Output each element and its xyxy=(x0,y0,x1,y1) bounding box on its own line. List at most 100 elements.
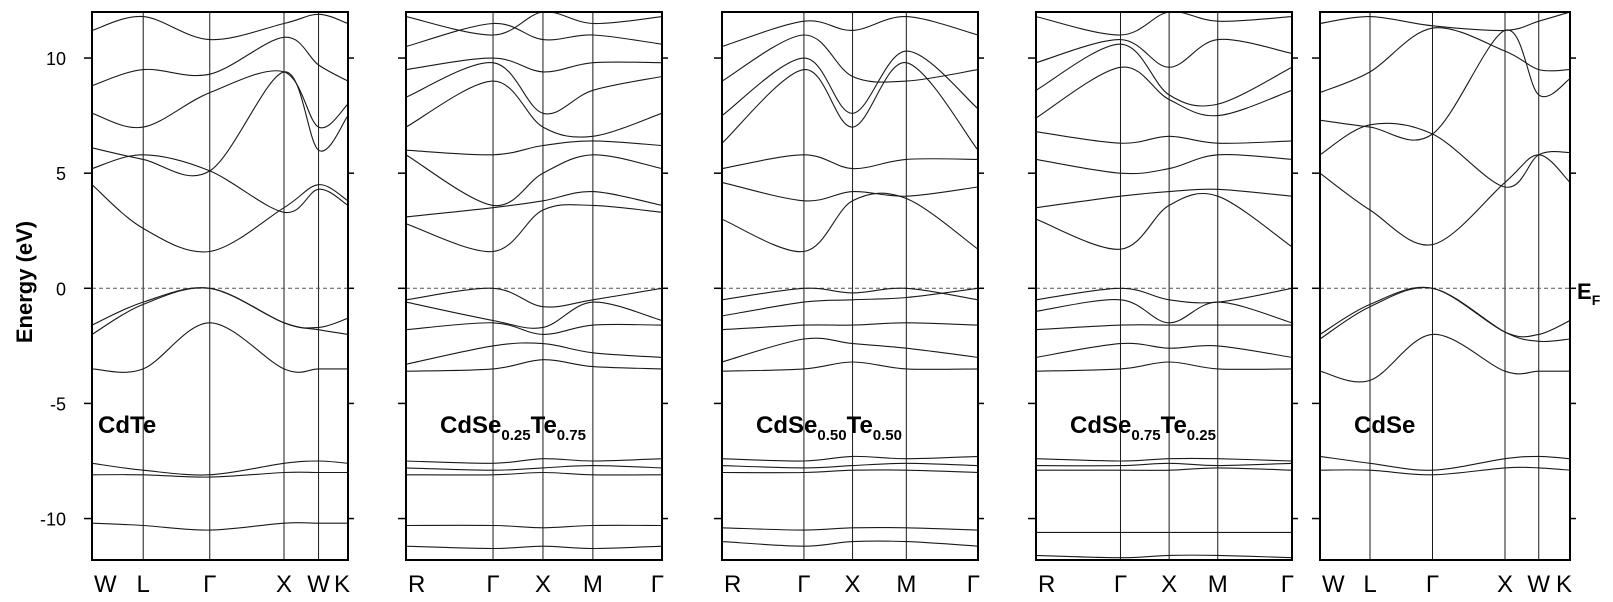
band-line xyxy=(1036,361,1292,372)
band-line xyxy=(406,458,662,464)
band-line xyxy=(1320,286,1570,343)
panel-label: CdSe0.75Te0.25 xyxy=(1070,412,1216,444)
band-line xyxy=(406,342,662,365)
y-tick-label: -5 xyxy=(50,394,66,414)
kpoint-label: W xyxy=(307,571,330,598)
kpoint-label: R xyxy=(1038,571,1055,598)
band-line xyxy=(1036,12,1292,36)
y-axis-label: Energy (eV) xyxy=(12,221,37,343)
band-line xyxy=(722,337,978,363)
panel-label-text: Te xyxy=(531,412,557,439)
panel-label-text: Te xyxy=(1161,412,1187,439)
band-line xyxy=(406,140,662,156)
kpoint-label: L xyxy=(1363,571,1376,598)
band-line xyxy=(1320,333,1570,383)
band-line xyxy=(1320,29,1570,141)
band-line xyxy=(1320,455,1570,471)
y-tick-labels: 10 5 0 -5 -10 xyxy=(40,49,66,530)
panel-label-subscript: 0.25 xyxy=(1187,427,1216,444)
kpoint-label: X xyxy=(1161,571,1177,598)
panel-label-subscript: 0.75 xyxy=(1131,427,1160,444)
band-line xyxy=(1320,286,1570,338)
kpoint-label: L xyxy=(137,571,150,598)
kpoint-label: Γ xyxy=(486,571,499,598)
panel-label-text: CdTe xyxy=(98,412,156,439)
band-line xyxy=(1036,299,1292,324)
band-line xyxy=(406,359,662,372)
fermi-label-main: E xyxy=(1577,279,1592,304)
band-line xyxy=(722,181,978,202)
panel-label-text: Te xyxy=(847,412,873,439)
panel-label-subscript: 0.25 xyxy=(501,427,530,444)
band-lines xyxy=(92,13,348,531)
kpoint-label: M xyxy=(1208,571,1228,598)
band-lines xyxy=(1036,12,1292,559)
fermi-label-subscript: F xyxy=(1592,292,1601,308)
band-line xyxy=(722,361,978,372)
band-line xyxy=(1036,66,1292,119)
band-line xyxy=(92,184,348,253)
panel-label-text: CdSe xyxy=(1070,412,1131,439)
kpoint-label: X xyxy=(276,571,292,598)
panel-label-subscript: 0.50 xyxy=(817,427,846,444)
band-line xyxy=(1036,287,1292,304)
panel-label-subscript: 0.50 xyxy=(873,427,902,444)
band-line xyxy=(92,522,348,531)
band-line xyxy=(92,36,348,87)
panel-frame xyxy=(405,11,663,561)
panel-label: CdSe0.25Te0.75 xyxy=(440,412,586,444)
band-line xyxy=(1036,462,1292,467)
fermi-level-label: EF xyxy=(1577,279,1601,308)
kpoint-label: W xyxy=(1322,571,1345,598)
band-line xyxy=(406,191,662,218)
band-panel: R Γ X M Γ CdSe0.75Te0.25 xyxy=(1028,11,1298,598)
y-tick-label: 5 xyxy=(56,164,66,184)
band-line xyxy=(1036,192,1292,250)
band-line xyxy=(722,62,978,151)
band-lines xyxy=(722,16,978,547)
band-line xyxy=(1036,457,1292,462)
panel-frame xyxy=(1035,11,1293,561)
panel-label: CdSe xyxy=(1354,412,1415,439)
band-line xyxy=(406,22,662,48)
band-line xyxy=(406,57,662,73)
band-line xyxy=(92,287,348,335)
band-line xyxy=(722,462,978,469)
kpoint-label: X xyxy=(535,571,551,598)
kpoint-label: R xyxy=(724,571,741,598)
band-line xyxy=(406,80,662,138)
band-line xyxy=(92,471,348,478)
band-line xyxy=(406,465,662,471)
band-line xyxy=(1036,43,1292,107)
kpoint-label: Γ xyxy=(1114,571,1127,598)
panel-label-text: CdSe xyxy=(756,412,817,439)
band-line xyxy=(1036,153,1292,175)
y-tick-label: 0 xyxy=(56,279,66,299)
panel-label: CdSe0.50Te0.50 xyxy=(756,412,902,444)
band-line xyxy=(722,154,978,170)
band-line xyxy=(92,460,348,476)
panel-frame xyxy=(721,11,979,561)
band-line xyxy=(722,469,978,474)
band-panel: R Γ X M Γ CdSe0.25Te0.75 xyxy=(398,11,668,598)
band-line xyxy=(92,71,348,177)
band-line xyxy=(722,16,978,48)
band-line xyxy=(406,322,662,335)
band-lines xyxy=(406,12,662,550)
band-line xyxy=(722,34,978,83)
band-line xyxy=(406,204,662,253)
band-line xyxy=(1320,122,1570,188)
kpoint-label: X xyxy=(1497,571,1513,598)
band-line xyxy=(92,287,348,329)
band-line xyxy=(1036,188,1292,209)
band-line xyxy=(1320,27,1570,94)
kpoint-label: W xyxy=(94,571,117,598)
band-line xyxy=(1320,12,1570,32)
band-line xyxy=(1320,154,1570,246)
kpoint-label: M xyxy=(583,571,603,598)
kpoint-label: Γ xyxy=(967,571,980,598)
kpoint-label: K xyxy=(334,571,350,598)
panel-label-text: CdSe xyxy=(1354,412,1415,439)
